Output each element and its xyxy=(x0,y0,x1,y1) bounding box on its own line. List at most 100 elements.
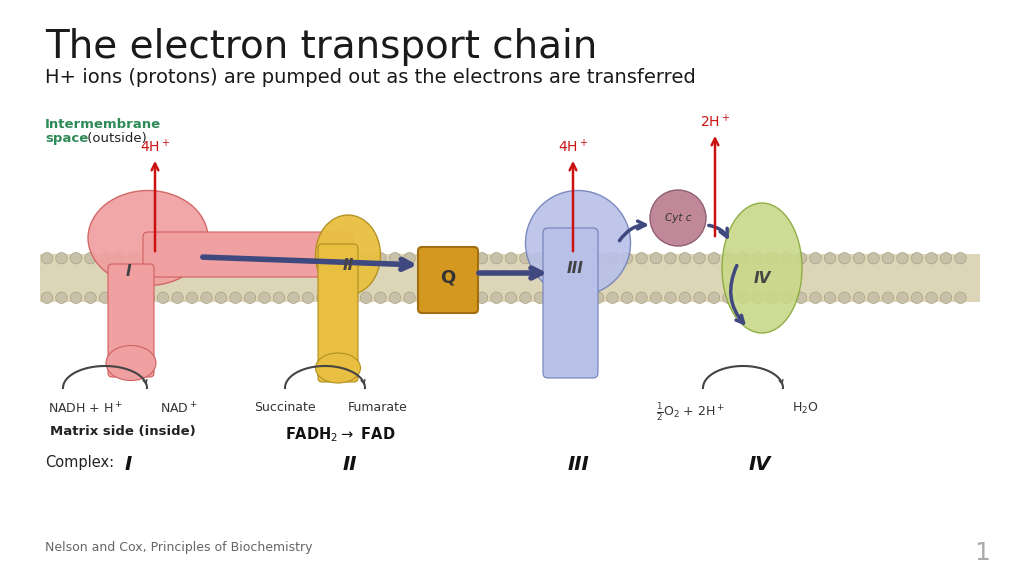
Circle shape xyxy=(548,253,559,264)
Circle shape xyxy=(490,253,501,264)
Circle shape xyxy=(56,253,67,264)
Circle shape xyxy=(446,292,459,304)
Circle shape xyxy=(56,292,67,304)
Circle shape xyxy=(664,292,676,304)
Circle shape xyxy=(838,253,850,264)
Text: 1: 1 xyxy=(973,541,989,565)
Circle shape xyxy=(562,253,574,264)
Circle shape xyxy=(910,253,922,264)
FancyBboxPatch shape xyxy=(143,232,353,277)
Circle shape xyxy=(360,253,371,264)
Circle shape xyxy=(476,253,487,264)
Circle shape xyxy=(592,292,603,304)
Circle shape xyxy=(780,292,792,304)
Circle shape xyxy=(345,292,357,304)
Circle shape xyxy=(679,292,690,304)
FancyBboxPatch shape xyxy=(108,264,154,377)
Circle shape xyxy=(229,253,242,264)
Circle shape xyxy=(244,253,256,264)
Circle shape xyxy=(128,292,140,304)
Circle shape xyxy=(853,253,864,264)
Circle shape xyxy=(432,292,444,304)
Circle shape xyxy=(229,292,242,304)
Circle shape xyxy=(780,253,792,264)
Circle shape xyxy=(302,292,314,304)
Text: 2H$^+$: 2H$^+$ xyxy=(699,113,730,130)
Circle shape xyxy=(462,253,473,264)
Circle shape xyxy=(317,253,328,264)
Circle shape xyxy=(577,253,589,264)
Circle shape xyxy=(562,292,574,304)
Ellipse shape xyxy=(315,215,380,295)
Circle shape xyxy=(287,253,299,264)
Text: Fumarate: Fumarate xyxy=(347,401,408,414)
Text: III: III xyxy=(566,261,583,276)
Circle shape xyxy=(867,253,878,264)
Circle shape xyxy=(171,292,183,304)
Text: I: I xyxy=(124,455,131,474)
Circle shape xyxy=(345,253,357,264)
Text: II: II xyxy=(342,455,357,474)
Circle shape xyxy=(737,253,748,264)
Circle shape xyxy=(171,253,183,264)
Circle shape xyxy=(273,292,284,304)
Circle shape xyxy=(534,253,545,264)
Text: Cyt c: Cyt c xyxy=(664,213,691,223)
Text: I: I xyxy=(125,264,130,278)
Text: III: III xyxy=(567,455,588,474)
Circle shape xyxy=(462,292,473,304)
Circle shape xyxy=(606,292,618,304)
Circle shape xyxy=(404,292,415,304)
Circle shape xyxy=(664,253,676,264)
Bar xyxy=(40,254,979,302)
Circle shape xyxy=(143,292,154,304)
Circle shape xyxy=(70,292,82,304)
Circle shape xyxy=(374,292,386,304)
Circle shape xyxy=(751,253,762,264)
Circle shape xyxy=(114,253,125,264)
Circle shape xyxy=(418,253,429,264)
Text: 4H$^+$: 4H$^+$ xyxy=(140,138,170,155)
Circle shape xyxy=(606,253,618,264)
Circle shape xyxy=(70,253,82,264)
Circle shape xyxy=(867,292,878,304)
Circle shape xyxy=(85,292,96,304)
Circle shape xyxy=(404,253,415,264)
Circle shape xyxy=(331,253,342,264)
Circle shape xyxy=(41,253,53,264)
Circle shape xyxy=(504,292,517,304)
Text: Complex:: Complex: xyxy=(45,455,114,470)
Circle shape xyxy=(896,253,907,264)
Circle shape xyxy=(287,292,299,304)
Circle shape xyxy=(186,292,198,304)
Circle shape xyxy=(809,253,820,264)
Ellipse shape xyxy=(88,190,208,285)
FancyBboxPatch shape xyxy=(318,244,358,382)
Circle shape xyxy=(389,292,400,304)
Text: space: space xyxy=(45,132,89,145)
Circle shape xyxy=(838,292,850,304)
Circle shape xyxy=(722,253,734,264)
Circle shape xyxy=(143,253,154,264)
Circle shape xyxy=(157,253,168,264)
Text: FADH$_2\rightarrow$ FAD: FADH$_2\rightarrow$ FAD xyxy=(284,425,395,444)
Circle shape xyxy=(650,253,661,264)
Circle shape xyxy=(925,292,936,304)
Circle shape xyxy=(520,292,531,304)
Circle shape xyxy=(635,253,647,264)
Text: II: II xyxy=(342,257,354,273)
Circle shape xyxy=(592,253,603,264)
Circle shape xyxy=(302,253,314,264)
Circle shape xyxy=(520,253,531,264)
Circle shape xyxy=(215,253,226,264)
Circle shape xyxy=(707,253,719,264)
Circle shape xyxy=(823,253,835,264)
Circle shape xyxy=(374,253,386,264)
Circle shape xyxy=(649,190,705,246)
Text: Q: Q xyxy=(440,268,455,286)
Circle shape xyxy=(114,292,125,304)
Circle shape xyxy=(201,292,212,304)
Circle shape xyxy=(317,292,328,304)
Circle shape xyxy=(548,292,559,304)
Circle shape xyxy=(621,292,632,304)
